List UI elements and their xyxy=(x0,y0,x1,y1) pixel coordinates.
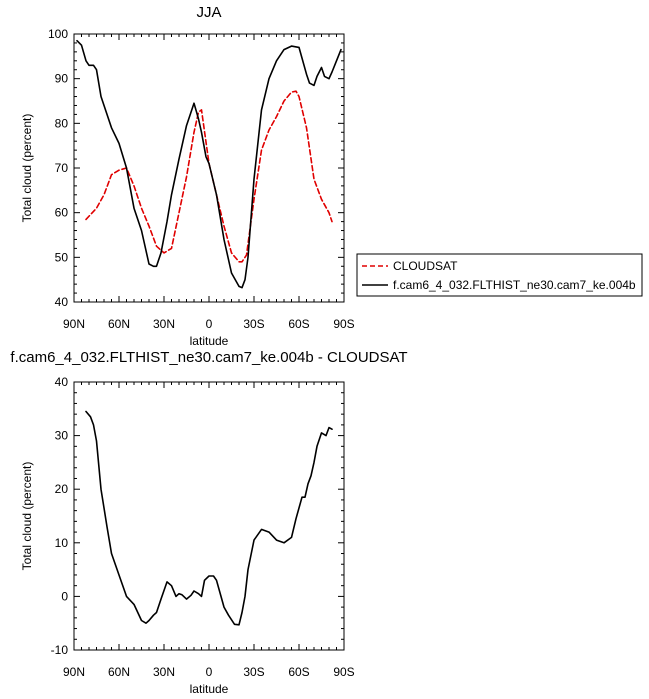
series-line-0 xyxy=(85,90,333,263)
y-tick-label: 40 xyxy=(55,295,69,309)
x-tick-label: 90S xyxy=(333,665,354,679)
x-tick-label: 90N xyxy=(63,317,85,331)
bottom-x-axis-label: latitude xyxy=(190,682,229,696)
y-tick-label: 0 xyxy=(61,589,68,603)
y-tick-label: 100 xyxy=(48,27,68,41)
legend-label-cloudsat: CLOUDSAT xyxy=(393,259,458,273)
bottom-plot-frame xyxy=(73,381,345,651)
top-y-ticks: 40 50 60 70 80 90 100 xyxy=(48,27,344,309)
x-tick-label: 0 xyxy=(206,665,213,679)
top-series-lines xyxy=(76,39,342,289)
x-tick-label: 30S xyxy=(243,665,264,679)
y-tick-label: 30 xyxy=(55,429,69,443)
y-tick-label: -10 xyxy=(51,643,69,657)
x-tick-label: 90N xyxy=(63,665,85,679)
y-tick-label: 10 xyxy=(55,536,69,550)
bottom-x-ticks: 90N 60N 30N 0 30S 60S 90S xyxy=(63,382,355,679)
series-line-0 xyxy=(85,410,333,626)
x-tick-label: 30N xyxy=(153,317,175,331)
y-tick-label: 20 xyxy=(55,482,69,496)
bottom-chart-title: f.cam6_4_032.FLTHIST_ne30.cam7_ke.004b -… xyxy=(10,349,407,366)
y-tick-label: 50 xyxy=(55,250,69,264)
top-plot-frame xyxy=(73,33,345,303)
bottom-y-axis-label: Total cloud (percent) xyxy=(20,462,34,571)
x-tick-label: 60S xyxy=(288,317,309,331)
legend: CLOUDSAT f.cam6_4_032.FLTHIST_ne30.cam7_… xyxy=(356,253,643,297)
x-tick-label: 30N xyxy=(153,665,175,679)
x-tick-label: 90S xyxy=(333,317,354,331)
x-tick-label: 60S xyxy=(288,665,309,679)
y-tick-label: 60 xyxy=(55,206,69,220)
bottom-series-lines xyxy=(85,410,333,626)
series-line-1 xyxy=(76,39,342,289)
y-tick-label: 40 xyxy=(55,375,69,389)
top-y-axis-label: Total cloud (percent) xyxy=(20,114,34,223)
x-tick-label: 60N xyxy=(108,317,130,331)
top-x-ticks: 90N 60N 30N 0 30S 60S 90S xyxy=(63,34,355,331)
y-tick-label: 70 xyxy=(55,161,69,175)
y-tick-label: 80 xyxy=(55,116,69,130)
top-x-axis-label: latitude xyxy=(190,334,229,348)
legend-label-model: f.cam6_4_032.FLTHIST_ne30.cam7_ke.004b xyxy=(393,278,636,292)
x-tick-label: 60N xyxy=(108,665,130,679)
top-chart-title: JJA xyxy=(196,4,221,21)
y-tick-label: 90 xyxy=(55,72,69,86)
bottom-panel: f.cam6_4_032.FLTHIST_ne30.cam7_ke.004b -… xyxy=(10,349,407,696)
bottom-y-ticks: -10 0 10 20 30 40 xyxy=(51,375,344,657)
legend-box xyxy=(356,253,643,297)
x-tick-label: 30S xyxy=(243,317,264,331)
x-tick-label: 0 xyxy=(206,317,213,331)
